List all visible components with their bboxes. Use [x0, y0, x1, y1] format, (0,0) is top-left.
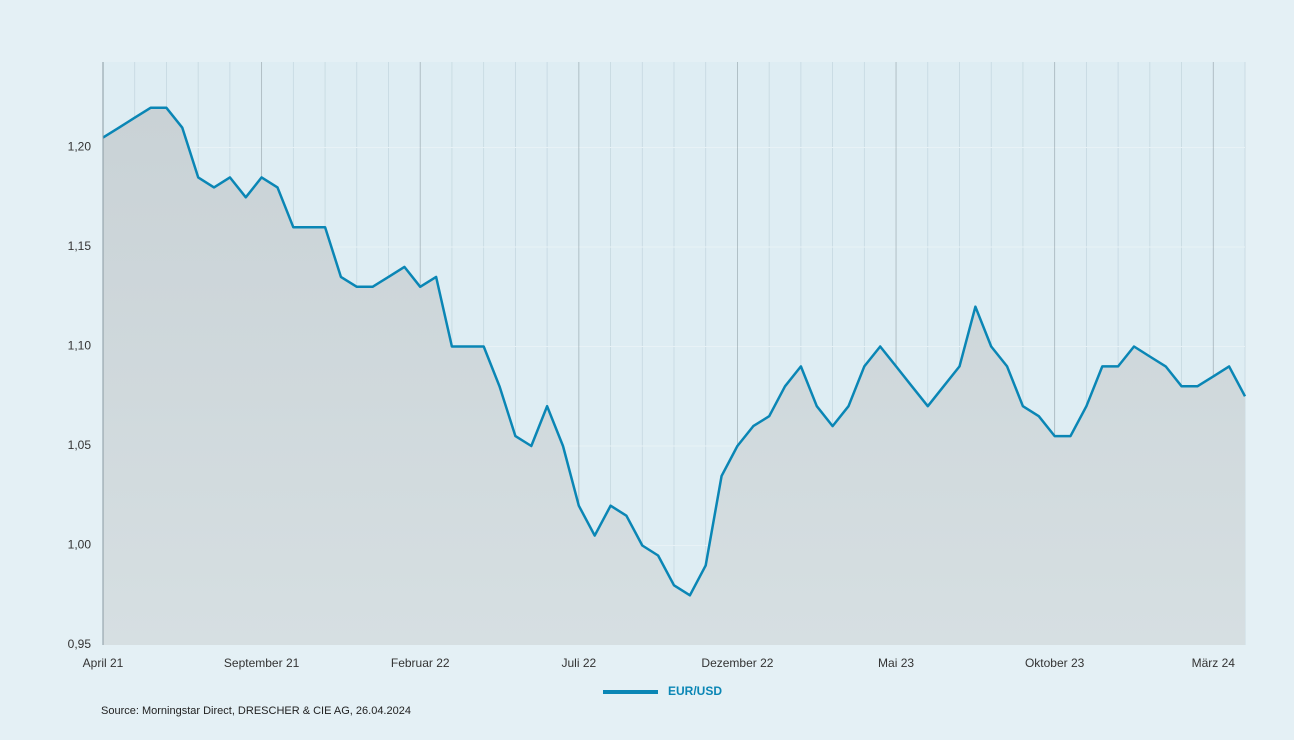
x-tick-label: Oktober 23 — [1025, 656, 1085, 670]
x-tick-label: September 21 — [224, 656, 300, 670]
source: Source: Morningstar Direct, DRESCHER & C… — [101, 705, 411, 717]
y-tick-label: 1,00 — [68, 538, 92, 552]
x-tick-label: März 24 — [1192, 656, 1236, 670]
y-tick-label: 0,95 — [68, 637, 92, 651]
y-tick-label: 1,20 — [68, 140, 92, 154]
x-tick-label: Dezember 22 — [701, 656, 773, 670]
x-tick-label: Februar 22 — [391, 656, 450, 670]
y-tick-label: 1,10 — [68, 339, 92, 353]
area — [103, 107, 1245, 646]
x-tick-label: April 21 — [83, 656, 124, 670]
legend-label: EUR/USD — [668, 684, 722, 698]
y-tick-label: 1,05 — [68, 438, 92, 452]
x-tick-label: Mai 23 — [878, 656, 914, 670]
y-tick-label: 1,15 — [68, 239, 92, 253]
x-tick-label: Juli 22 — [561, 656, 596, 670]
line — [102, 106, 1247, 597]
